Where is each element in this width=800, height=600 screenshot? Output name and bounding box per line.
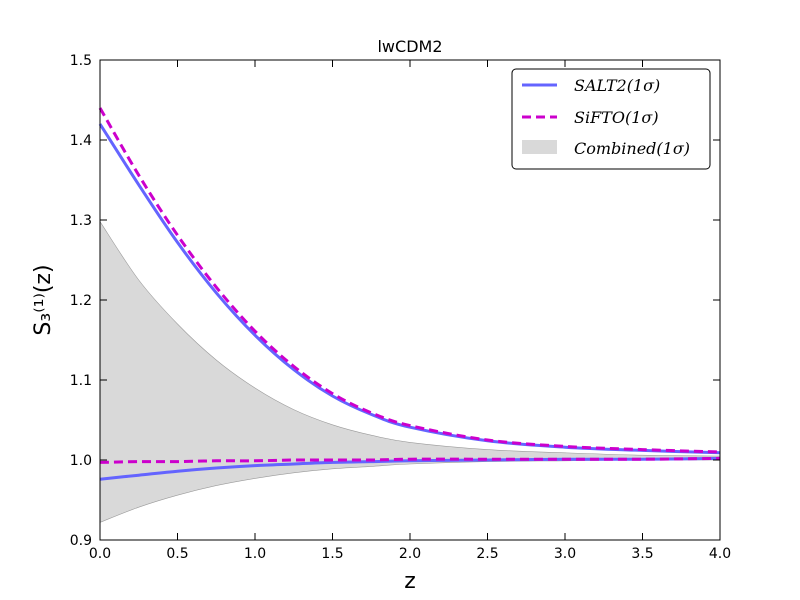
legend-sifto-label: SiFTO(1σ) xyxy=(574,108,659,127)
x-tick-label: 3.0 xyxy=(554,546,576,562)
x-tick-label: 2.5 xyxy=(476,546,498,562)
x-tick-label: 4.0 xyxy=(709,546,731,562)
x-axis-label: z xyxy=(404,569,416,594)
x-tick-label: 2.0 xyxy=(399,546,421,562)
y-tick-label: 1.5 xyxy=(70,53,92,69)
legend-combined-swatch xyxy=(522,140,557,154)
legend-salt2-label: SALT2(1σ) xyxy=(574,76,660,95)
x-tick-label: 1.0 xyxy=(244,546,266,562)
sifto-lower-line xyxy=(99,456,721,464)
chart-title: lwCDM2 xyxy=(377,37,442,56)
sifto-upper-line xyxy=(98,107,721,454)
x-tick-label: 3.5 xyxy=(631,546,653,562)
y-tick-label: 1.4 xyxy=(70,133,92,149)
lines-layer xyxy=(98,107,721,481)
y-tick-label: 1.0 xyxy=(70,453,92,469)
legend-combined-label: Combined(1σ) xyxy=(574,139,690,158)
ticks-layer: 0.0 0.5 1.0 1.5 2.0 2.5 3.0 3.5 4.0 0.9 1.0 1.1 1.2 1… xyxy=(70,53,731,562)
y-tick-label: 1.3 xyxy=(70,213,92,229)
x-tick-label: 1.5 xyxy=(321,546,343,562)
y-tick-label: 1.1 xyxy=(70,373,92,389)
y-tick-label: 0.9 xyxy=(70,533,92,549)
salt2-upper-line xyxy=(98,123,721,455)
x-tick-label: 0.5 xyxy=(166,546,188,562)
legend: SALT2(1σ) SiFTO(1σ) Combined(1σ) xyxy=(511,68,711,170)
y-tick-label: 1.2 xyxy=(70,293,92,309)
y-axis-label: S₃⁽¹⁾(z) xyxy=(31,264,56,335)
x-tick-label: 0.0 xyxy=(89,546,111,562)
legend-box xyxy=(511,68,711,170)
